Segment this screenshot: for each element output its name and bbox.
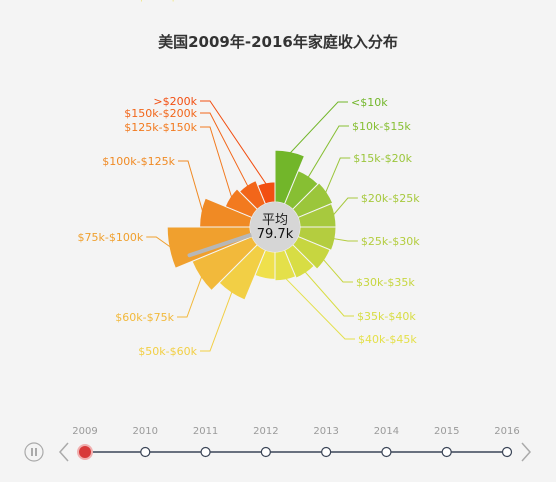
label-leader-line — [284, 277, 355, 340]
center-circle — [250, 202, 300, 252]
label-leader-line — [146, 236, 172, 249]
label-leader-line — [178, 160, 204, 213]
segment-labels: <$10k $10k-$15k $15k-$20k $20k-$25k $25k-$30… — [78, 0, 421, 358]
chart-title: 美国2009年-2016年家庭收入分布 — [158, 33, 398, 51]
segment-label: $75k-$100k — [78, 231, 144, 244]
segment-label: $45k-$50k — [138, 0, 197, 3]
timeline-point[interactable] — [441, 446, 452, 458]
label-leader-line — [324, 157, 351, 194]
timeline-point[interactable] — [200, 446, 211, 458]
timeline-point[interactable] — [501, 446, 513, 458]
segment-label: >$200k — [153, 95, 197, 108]
segment-label: $50k-$60k — [138, 345, 197, 358]
segment-label: $20k-$25k — [361, 192, 420, 205]
timeline: 2009 2010 2011 2012 2013 2014 2015 2016 — [24, 426, 532, 462]
label-leader-line — [200, 100, 267, 185]
label-leader-line — [176, 275, 203, 318]
timeline-year-label: 2011 — [193, 426, 218, 437]
segment-label: $10k-$15k — [352, 120, 411, 133]
segment-label: <$10k — [351, 96, 388, 109]
center-value: 79.7k — [257, 227, 294, 242]
label-leader-line — [332, 238, 358, 242]
prev-arrow-icon[interactable] — [58, 442, 69, 462]
timeline-current-point[interactable] — [77, 444, 93, 460]
timeline-point[interactable] — [140, 446, 151, 458]
timeline-point[interactable] — [381, 446, 392, 458]
label-leader-line — [332, 197, 358, 216]
label-leader-line — [200, 126, 233, 199]
timeline-point[interactable] — [260, 446, 271, 458]
label-leader-line — [304, 270, 354, 317]
segment-label: $25k-$30k — [361, 235, 420, 248]
segment-label: $150k-$200k — [124, 107, 197, 120]
timeline-year-label: 2015 — [434, 426, 459, 437]
timeline-year-label: 2013 — [313, 426, 338, 437]
center-label: 平均 — [262, 213, 288, 228]
segment-label: $60k-$75k — [115, 311, 174, 324]
timeline-year-label: 2012 — [253, 426, 278, 437]
timeline-point[interactable] — [321, 446, 332, 458]
segment-label: $35k-$40k — [357, 310, 416, 323]
pause-icon — [35, 448, 37, 456]
timeline-year-label: 2016 — [494, 426, 519, 437]
label-leaders — [146, 100, 358, 352]
timeline-year-label: 2014 — [374, 426, 399, 437]
label-leader-line — [200, 290, 233, 352]
label-leader-line — [289, 101, 348, 154]
segment-label: $125k-$150k — [124, 121, 197, 134]
label-leader-line — [307, 125, 349, 179]
timeline-year-label: 2010 — [133, 426, 158, 437]
timeline-year-label: 2009 — [72, 426, 97, 437]
play-pause-button[interactable] — [24, 442, 44, 462]
segment-label: $100k-$125k — [102, 155, 175, 168]
next-arrow-icon[interactable] — [521, 442, 532, 462]
rose-segments — [166, 149, 337, 301]
label-leader-line — [322, 258, 353, 283]
segment-label: $15k-$20k — [353, 152, 412, 165]
segment-label: $30k-$35k — [356, 276, 415, 289]
pause-icon — [31, 448, 33, 456]
label-leader-line — [200, 112, 249, 188]
segment-label: $40k-$45k — [358, 333, 417, 346]
mean-needle — [187, 232, 256, 258]
